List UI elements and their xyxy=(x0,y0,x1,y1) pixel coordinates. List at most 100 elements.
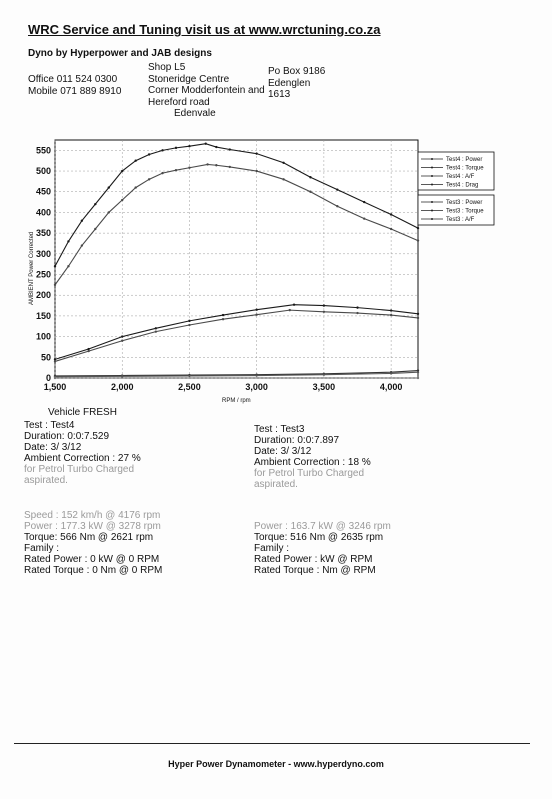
data-point xyxy=(134,159,137,162)
contact-mobile: Mobile 071 889 8910 xyxy=(28,85,122,97)
page-title: WRC Service and Tuning visit us at www.w… xyxy=(28,22,381,37)
data-point xyxy=(107,186,110,189)
test3-ambient-note2: aspirated. xyxy=(254,479,298,490)
footer-text: Hyper Power Dynamometer - www.hyperdyno.… xyxy=(168,759,384,769)
y-tick-label: 500 xyxy=(36,166,51,176)
data-point xyxy=(389,309,393,312)
data-point xyxy=(309,176,312,179)
test4-power: Power : 177.3 kW @ 3278 rpm xyxy=(24,521,161,532)
data-point xyxy=(121,339,124,342)
data-point xyxy=(228,165,231,169)
test4-ambient: Ambient Correction : 27 % xyxy=(24,453,141,464)
data-point xyxy=(322,373,326,376)
test3-ambient-note: for Petrol Turbo Charged xyxy=(254,468,365,479)
x-tick-label: 4,000 xyxy=(380,382,403,392)
data-point xyxy=(416,226,420,230)
series-line-2 xyxy=(54,304,419,360)
test4-torque: Torque: 566 Nm @ 2621 rpm xyxy=(24,532,154,543)
po-line: Po Box 9186 xyxy=(268,66,326,77)
x-tick-label: 2,000 xyxy=(111,382,134,392)
data-point xyxy=(336,188,339,191)
data-point xyxy=(356,306,359,309)
data-point xyxy=(389,372,393,375)
test3-date: Date: 3/ 3/12 xyxy=(254,446,312,457)
test4-date: Date: 3/ 3/12 xyxy=(24,442,82,453)
chart-series xyxy=(53,142,420,380)
y-tick-label: 300 xyxy=(36,249,51,259)
data-point xyxy=(154,327,158,330)
data-point xyxy=(147,178,151,181)
legend-marker xyxy=(431,166,433,169)
y-tick-label: 200 xyxy=(36,290,51,300)
data-point xyxy=(121,198,124,202)
data-point xyxy=(389,227,393,231)
data-point xyxy=(121,375,124,378)
test3-test: Test : Test3 xyxy=(254,424,305,435)
data-point xyxy=(416,312,420,316)
test3-ambient: Ambient Correction : 18 % xyxy=(254,457,371,468)
po-line: 1613 xyxy=(268,89,291,100)
legend-marker xyxy=(431,158,433,160)
data-point xyxy=(288,308,291,312)
legend-label: Test4 : A/F xyxy=(446,174,475,180)
test4-details: Test : Test4 Duration: 0:0:7.529 Date: 3… xyxy=(24,420,162,576)
data-point xyxy=(255,169,258,173)
data-point xyxy=(389,213,393,216)
data-point xyxy=(356,311,359,315)
plot-area xyxy=(54,139,419,379)
data-point xyxy=(94,202,97,206)
data-point xyxy=(322,304,326,307)
data-point xyxy=(206,163,209,166)
test4-duration: Duration: 0:0:7.529 xyxy=(24,431,110,442)
legend-marker xyxy=(431,218,433,220)
legend-label: Test3 : A/F xyxy=(446,217,475,223)
data-point xyxy=(53,360,57,363)
vehicle-name: Vehicle FRESH xyxy=(48,407,117,418)
dyno-chart: 0 50 100 150 200 250 300 350 400 450 500 550 1,500 2… xyxy=(29,139,495,404)
data-point xyxy=(67,240,70,243)
chart-grid xyxy=(54,140,418,379)
footer-divider xyxy=(14,743,530,744)
data-point xyxy=(80,244,84,247)
data-point xyxy=(161,171,164,175)
data-point xyxy=(188,166,191,169)
test3-details: Test : Test3 Duration: 0:0:7.897 Date: 3… xyxy=(254,424,391,576)
legend-box-test3 xyxy=(417,194,495,226)
data-point xyxy=(53,358,57,361)
data-point xyxy=(228,148,231,151)
data-point xyxy=(416,239,420,242)
address-line: Shop L5 xyxy=(148,62,186,73)
legend-marker xyxy=(431,175,433,177)
x-tick-label: 1,500 xyxy=(44,382,67,392)
data-point xyxy=(215,145,218,149)
y-tick-label: 350 xyxy=(36,228,51,238)
test3-family: Family : xyxy=(254,543,289,554)
test3-duration: Duration: 0:0:7.897 xyxy=(254,435,340,446)
data-point xyxy=(322,310,326,313)
legend-label: Test4 : Drag xyxy=(446,183,478,189)
legend-label: Test3 : Torque xyxy=(446,209,484,215)
data-point xyxy=(53,376,57,380)
data-point xyxy=(67,265,70,268)
data-point xyxy=(255,308,258,311)
data-point xyxy=(188,323,191,327)
data-point xyxy=(174,169,178,172)
x-tick-label: 3,000 xyxy=(245,382,268,392)
data-point xyxy=(53,283,57,287)
y-axis-ticks: 0 50 100 150 200 250 300 350 400 450 500 550 xyxy=(36,145,51,383)
legend-marker xyxy=(431,209,433,212)
data-point xyxy=(255,152,258,155)
data-point xyxy=(80,219,84,222)
legend-marker xyxy=(431,183,433,186)
y-tick-label: 150 xyxy=(36,311,51,321)
data-point xyxy=(292,303,296,306)
data-point xyxy=(255,313,258,316)
test3-rated-torque: Rated Torque : Nm @ RPM xyxy=(254,565,376,576)
data-point xyxy=(336,205,339,208)
address-line: Hereford road xyxy=(148,96,210,108)
data-point xyxy=(282,178,285,181)
legend-label: Test3 : Power xyxy=(446,200,482,206)
data-point xyxy=(121,335,124,338)
data-point xyxy=(107,211,110,214)
y-tick-label: 0 xyxy=(46,373,51,383)
